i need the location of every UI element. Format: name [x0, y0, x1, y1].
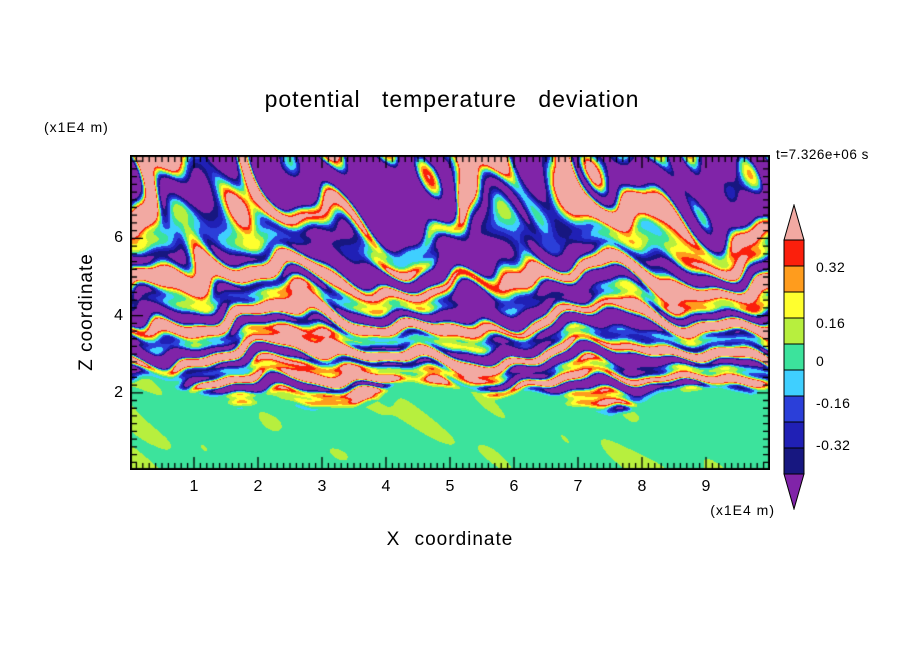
colorbar-segment: [783, 343, 805, 371]
x-tick-label: 6: [509, 478, 519, 495]
plot-area: [130, 155, 770, 470]
x-tick-label: 3: [317, 478, 327, 495]
x-tick-label: 2: [253, 478, 263, 495]
z-tick-label: 6: [114, 229, 123, 247]
x-tick-label: 1: [189, 478, 199, 495]
x-tick-label: 5: [445, 478, 455, 495]
plot-title: potential temperature deviation: [264, 86, 640, 112]
colorbar-segment: [783, 369, 805, 397]
timestamp: t=7.326e+06 s: [776, 147, 869, 162]
z-axis-unit: (x1E4 m): [44, 119, 109, 135]
colorbar-segment: [783, 395, 805, 423]
colorbar-bottom-arrow: [783, 473, 805, 511]
z-tick-label: 2: [114, 383, 123, 401]
colorbar: [781, 203, 807, 511]
x-axis-label: X coordinate: [386, 529, 514, 550]
colorbar-svg: [783, 203, 805, 511]
colorbar-label: 0.32: [816, 259, 846, 276]
colorbar-segment: [783, 239, 805, 267]
x-axis-unit: (x1E4 m): [710, 502, 775, 518]
colorbar-segment: [783, 291, 805, 319]
colorbar-segment: [783, 421, 805, 449]
colorbar-label: -0.16: [816, 394, 851, 411]
x-tick-label: 8: [637, 478, 647, 495]
colorbar-top-arrow: [783, 203, 805, 241]
colorbar-label: 0: [816, 352, 825, 369]
colorbar-segment: [783, 265, 805, 293]
colorbar-segment: [783, 447, 805, 475]
contour-canvas: [130, 155, 770, 470]
colorbar-label: 0.16: [816, 315, 846, 332]
x-tick-label: 9: [701, 478, 711, 495]
colorbar-label: -0.32: [816, 436, 851, 453]
colorbar-segment: [783, 317, 805, 345]
x-tick-label: 7: [573, 478, 583, 495]
z-tick-label: 4: [114, 306, 123, 324]
x-tick-label: 4: [381, 478, 391, 495]
